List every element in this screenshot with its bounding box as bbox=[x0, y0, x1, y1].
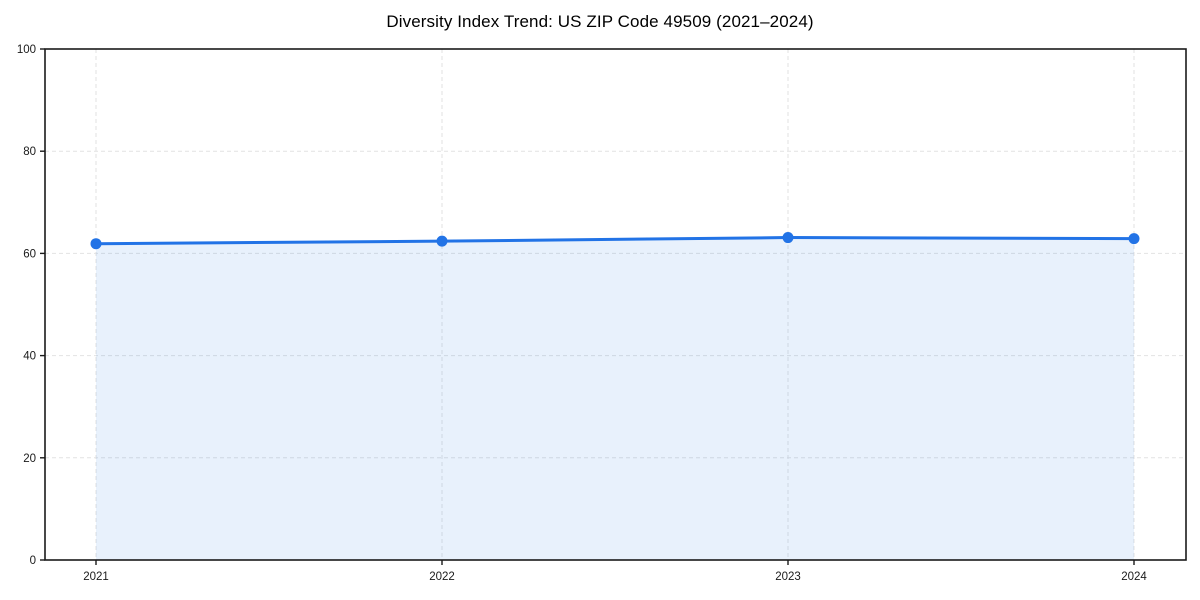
area-fill bbox=[96, 237, 1134, 560]
y-tick-label-60: 60 bbox=[23, 248, 36, 260]
trend-line bbox=[94, 236, 1136, 246]
y-tick-label-0: 0 bbox=[30, 555, 36, 567]
x-tick-label-2022: 2022 bbox=[429, 571, 455, 583]
data-point-2021 bbox=[90, 238, 102, 250]
x-tick-label-2024: 2024 bbox=[1121, 571, 1147, 583]
y-tick-label-100: 100 bbox=[17, 44, 36, 56]
y-tick-label-40: 40 bbox=[23, 351, 36, 363]
y-tick-label-20: 20 bbox=[23, 453, 36, 465]
data-point-2022 bbox=[436, 235, 448, 247]
y-tick-label-80: 80 bbox=[23, 146, 36, 158]
plot-border bbox=[44, 48, 1187, 561]
data-point-2023 bbox=[782, 232, 794, 244]
x-tick-label-2023: 2023 bbox=[775, 571, 801, 583]
data-point-2024 bbox=[1128, 233, 1140, 245]
x-tick-label-2021: 2021 bbox=[83, 571, 109, 583]
chart-title: Diversity Index Trend: US ZIP Code 49509… bbox=[386, 12, 814, 31]
